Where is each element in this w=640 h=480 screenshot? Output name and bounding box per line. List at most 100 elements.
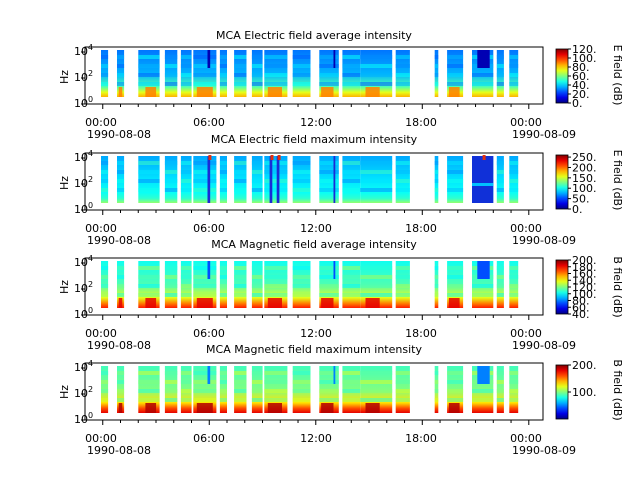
texture-band — [292, 398, 311, 402]
texture-band — [180, 371, 192, 375]
texture-band — [447, 188, 464, 192]
texture-band — [101, 371, 109, 375]
colorbar-ticks: 40.60.80.100.120.140.160.180.200. — [568, 254, 597, 321]
texture-band — [117, 389, 125, 393]
texture-band — [360, 284, 393, 288]
texture-band — [193, 82, 217, 86]
texture-band — [138, 73, 160, 77]
texture-band — [342, 188, 361, 192]
texture-band — [101, 293, 109, 297]
texture-band — [342, 161, 361, 165]
x-tick-label: 06:00 — [193, 116, 225, 129]
burst-column — [269, 156, 273, 203]
texture-band — [342, 275, 361, 279]
texture-band — [138, 380, 160, 384]
texture-band — [219, 284, 227, 288]
texture-band — [234, 55, 247, 59]
texture-band — [360, 82, 393, 86]
colorbar-tick-label: 60. — [572, 70, 590, 83]
texture-band — [251, 55, 263, 59]
colorbar — [555, 48, 569, 104]
texture-band — [434, 293, 439, 297]
warm-patch — [118, 87, 123, 97]
texture-band — [117, 55, 125, 59]
y-tick-label: 102 — [74, 385, 93, 400]
x-tick-label: 12:00 — [300, 116, 332, 129]
texture-band — [395, 266, 410, 270]
texture-band — [292, 293, 311, 297]
texture-band — [342, 380, 361, 384]
texture-band — [360, 293, 393, 297]
texture-band — [509, 293, 519, 297]
x-tick-label: 00:00 — [510, 327, 542, 340]
texture-band — [193, 73, 217, 77]
texture-band — [395, 188, 410, 192]
texture-band — [319, 284, 339, 288]
warm-patch — [118, 403, 123, 413]
texture-band — [496, 64, 504, 68]
warm-patch — [196, 403, 213, 413]
texture-band — [264, 73, 288, 77]
texture-band — [447, 380, 464, 384]
texture-band — [292, 371, 311, 375]
y-tick-labels: 100 102 104 — [74, 43, 93, 110]
texture-band — [193, 161, 217, 165]
texture-band — [234, 284, 247, 288]
texture-band — [319, 73, 339, 77]
dark-column — [477, 366, 490, 384]
x-date-label: 1990-08-09 — [512, 444, 576, 457]
texture-band — [434, 371, 439, 375]
texture-band — [164, 389, 178, 393]
texture-band — [101, 275, 109, 279]
colorbar-tick-label: 120. — [572, 281, 597, 294]
texture-band — [164, 380, 178, 384]
colorbar-tick-label: 150. — [572, 172, 597, 185]
warm-patch — [365, 403, 380, 413]
texture-band — [292, 179, 311, 183]
texture-band — [360, 73, 393, 77]
texture-band — [264, 275, 288, 279]
texture-band — [447, 284, 464, 288]
texture-band — [193, 275, 217, 279]
texture-band — [193, 64, 217, 68]
texture-band — [219, 293, 227, 297]
dark-column — [333, 50, 336, 68]
x-tick-label: 12:00 — [300, 222, 332, 235]
texture-band — [101, 188, 109, 192]
dark-column — [333, 261, 336, 279]
plot-frame — [84, 152, 544, 211]
dark-column — [477, 50, 490, 68]
texture-band — [319, 266, 339, 270]
texture-band — [447, 266, 464, 270]
texture-band — [360, 371, 393, 375]
texture-band — [251, 73, 263, 77]
y-tick-label: 100 — [74, 95, 93, 110]
x-date-label: 1990-08-09 — [512, 128, 576, 141]
x-tick-label: 00:00 — [85, 432, 117, 445]
colorbar-tick-label: 50. — [572, 193, 590, 206]
texture-band — [496, 170, 504, 174]
texture-band — [319, 170, 339, 174]
texture-band — [193, 55, 217, 59]
texture-band — [193, 371, 217, 375]
x-tick-label: 18:00 — [405, 116, 437, 129]
texture-band — [138, 55, 160, 59]
colorbar-tick-label: 20. — [572, 88, 590, 101]
texture-band — [342, 389, 361, 393]
burst-column — [276, 156, 280, 203]
texture-band — [319, 179, 339, 183]
texture-band — [447, 275, 464, 279]
texture-band — [395, 64, 410, 68]
spectrogram-segments — [101, 261, 519, 308]
warm-patch — [321, 403, 334, 413]
texture-band — [395, 371, 410, 375]
x-tick-label: 12:00 — [300, 327, 332, 340]
texture-band — [101, 64, 109, 68]
texture-band — [395, 380, 410, 384]
texture-band — [138, 398, 160, 402]
x-tick-label: 18:00 — [405, 432, 437, 445]
texture-band — [264, 389, 288, 393]
y-tick-label: 102 — [74, 69, 93, 84]
texture-band — [164, 284, 178, 288]
texture-band — [342, 82, 361, 86]
